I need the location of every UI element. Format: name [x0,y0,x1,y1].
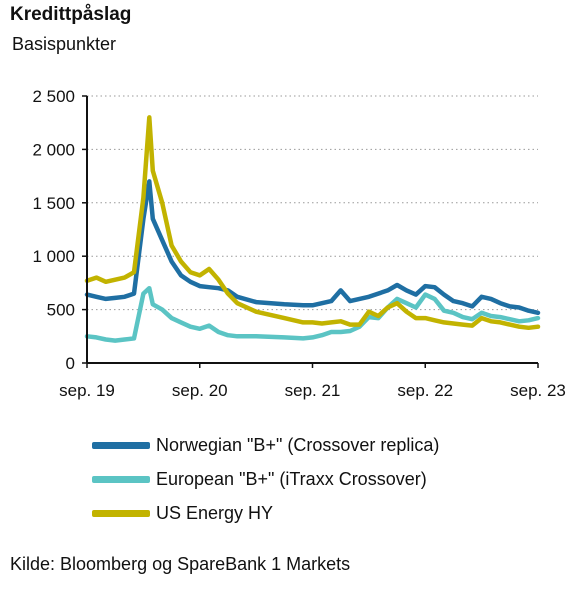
legend-item-us-energy: US Energy HY [92,496,439,530]
legend-item-norwegian: Norwegian "B+" (Crossover replica) [92,428,439,462]
series-line-european [84,285,541,343]
y-tick-label: 1 500 [32,194,75,213]
legend-label-us-energy: US Energy HY [156,502,274,523]
y-axis-unit: Basispunkter [12,34,117,54]
gridlines [87,95,538,311]
x-tick-label: sep. 21 [285,381,341,400]
series-line-norwegian [84,179,541,316]
y-axis-ticks: 0 500 1 000 1 500 2 000 2 500 [32,87,87,373]
legend-swatch-us-energy [92,509,150,517]
x-tick-label: sep. 22 [397,381,453,400]
legend-swatch-norwegian [92,441,150,449]
source-note: Kilde: Bloomberg og SpareBank 1 Markets [10,554,351,574]
legend-swatch-european [92,475,150,483]
y-tick-label: 1 000 [32,247,75,266]
x-tick-label: sep. 20 [172,381,228,400]
chart-title: Kredittpåslag [10,4,132,25]
legend-label-european: European "B+" (iTraxx Crossover) [156,468,427,489]
series-lines [84,115,541,343]
y-tick-label: 2 500 [32,87,75,106]
series-line-us-energy [84,115,541,331]
y-tick-label: 0 [66,354,75,373]
x-tick-label: sep. 23 [510,381,566,400]
legend-label-norwegian: Norwegian "B+" (Crossover replica) [156,434,440,455]
x-axis-ticks: sep. 19 sep. 20 sep. 21 sep. 22 sep. 23 [59,363,566,400]
y-tick-label: 2 000 [32,140,75,159]
y-tick-label: 500 [47,301,75,320]
legend: Norwegian "B+" (Crossover replica) Europ… [92,428,439,530]
legend-item-european: European "B+" (iTraxx Crossover) [92,462,439,496]
x-tick-label: sep. 19 [59,381,115,400]
